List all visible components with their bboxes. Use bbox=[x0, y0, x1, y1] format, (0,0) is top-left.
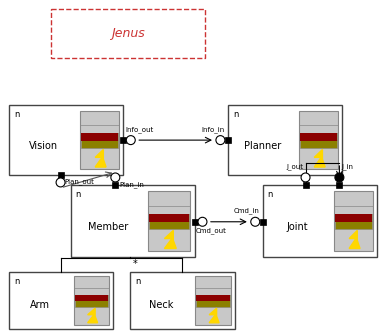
Bar bbox=[196, 294, 230, 302]
Text: Jenus: Jenus bbox=[111, 27, 145, 40]
Bar bbox=[75, 294, 108, 307]
Circle shape bbox=[216, 136, 225, 145]
Circle shape bbox=[301, 173, 310, 182]
Bar bbox=[335, 213, 372, 222]
Bar bbox=[299, 111, 338, 170]
Text: n: n bbox=[14, 277, 19, 285]
Circle shape bbox=[198, 217, 207, 226]
Text: n: n bbox=[233, 110, 238, 119]
Bar bbox=[260, 219, 266, 225]
Bar bbox=[149, 213, 189, 222]
Bar bbox=[334, 191, 373, 251]
Bar bbox=[130, 272, 235, 329]
Circle shape bbox=[111, 173, 120, 182]
Bar bbox=[149, 213, 189, 229]
Text: J_in: J_in bbox=[341, 163, 353, 170]
Bar bbox=[70, 185, 195, 257]
Circle shape bbox=[56, 178, 65, 187]
Bar bbox=[225, 137, 231, 143]
Bar bbox=[57, 172, 64, 178]
Circle shape bbox=[335, 173, 344, 182]
Bar bbox=[263, 185, 377, 257]
Bar bbox=[300, 133, 337, 148]
Bar bbox=[148, 191, 190, 251]
Bar bbox=[335, 213, 372, 229]
Text: Cmd_out: Cmd_out bbox=[196, 227, 227, 233]
Text: n: n bbox=[135, 277, 141, 285]
Text: Planner: Planner bbox=[244, 141, 281, 151]
Text: Joint: Joint bbox=[286, 221, 308, 231]
Bar bbox=[228, 105, 343, 175]
Polygon shape bbox=[209, 308, 219, 323]
Polygon shape bbox=[349, 230, 360, 249]
Text: *: * bbox=[132, 259, 137, 269]
Bar bbox=[195, 276, 231, 325]
Bar bbox=[80, 111, 119, 170]
Circle shape bbox=[251, 217, 260, 226]
Polygon shape bbox=[88, 308, 98, 323]
Bar bbox=[112, 182, 118, 188]
Text: Arm: Arm bbox=[30, 300, 50, 310]
Text: Plan_in: Plan_in bbox=[119, 181, 144, 188]
Text: n: n bbox=[14, 110, 19, 119]
Bar bbox=[336, 182, 343, 188]
Bar bbox=[81, 133, 118, 148]
Bar bbox=[9, 105, 123, 175]
Bar bbox=[50, 9, 205, 58]
Text: Info_in: Info_in bbox=[202, 126, 225, 133]
Bar bbox=[303, 182, 308, 188]
Text: Member: Member bbox=[88, 221, 128, 231]
Text: Vision: Vision bbox=[29, 141, 58, 151]
Bar bbox=[81, 133, 118, 141]
Bar bbox=[300, 133, 337, 141]
Bar bbox=[196, 294, 230, 307]
Bar bbox=[192, 219, 198, 225]
Text: n: n bbox=[75, 190, 81, 199]
Polygon shape bbox=[314, 149, 325, 167]
Bar bbox=[9, 272, 113, 329]
Text: Info_out: Info_out bbox=[125, 126, 154, 133]
Bar bbox=[74, 276, 109, 325]
Text: Neck: Neck bbox=[149, 300, 174, 310]
Bar bbox=[120, 137, 126, 143]
Bar bbox=[75, 294, 108, 302]
Polygon shape bbox=[95, 149, 106, 167]
Text: Cmd_in: Cmd_in bbox=[234, 207, 260, 214]
Text: Plan_out: Plan_out bbox=[65, 178, 94, 185]
Polygon shape bbox=[165, 230, 176, 249]
Circle shape bbox=[126, 136, 135, 145]
Text: n: n bbox=[268, 190, 273, 199]
Text: J_out: J_out bbox=[287, 163, 303, 170]
